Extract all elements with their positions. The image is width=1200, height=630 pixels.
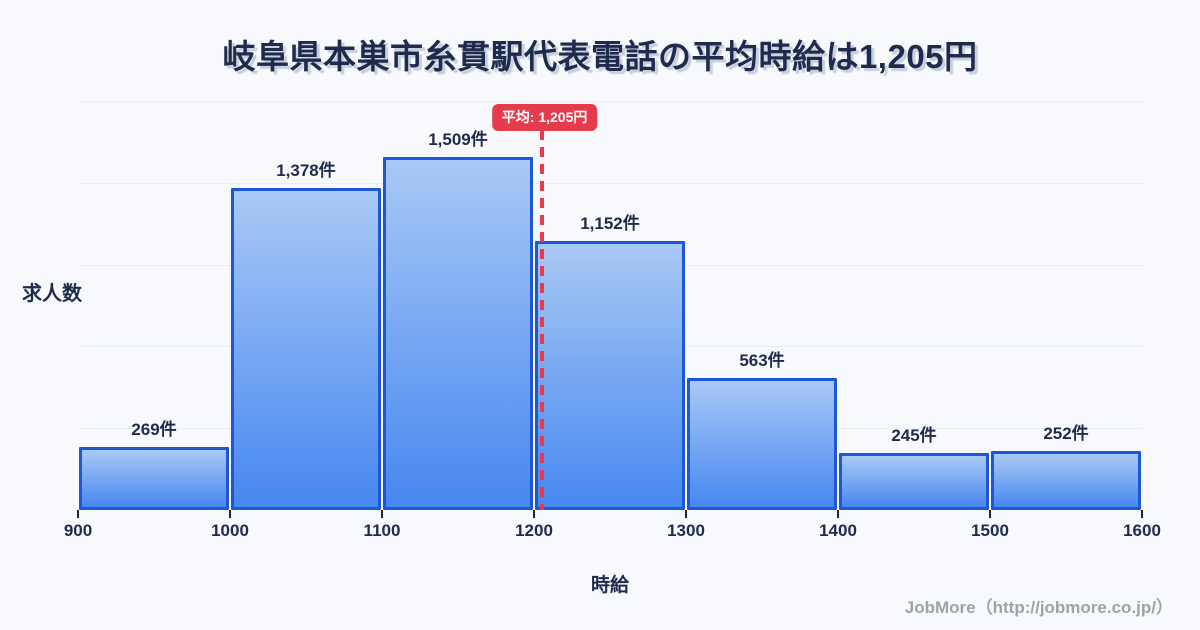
bar-1400-1500 (839, 452, 989, 510)
footer-credit: JobMore（http://jobmore.co.jp/） (904, 598, 1173, 617)
chart-title: 岐阜県本巣市糸貫駅代表電話の平均時給は1,205円 (222, 38, 978, 75)
x-tick-label: 900 (63, 521, 93, 540)
bar-1500-1600 (991, 451, 1141, 510)
average-line (539, 130, 544, 510)
bar-value-label: 1,152件 (580, 213, 640, 233)
bar-value-label: 245件 (891, 425, 937, 445)
x-tick-mark (989, 510, 991, 518)
x-tick-mark (685, 510, 687, 518)
bar-value-label: 1,378件 (276, 160, 336, 180)
average-badge: 平均: 1,205円 (491, 104, 598, 131)
gridline (78, 182, 1142, 184)
x-tick-label: 1400 (819, 521, 857, 540)
x-tick-label: 1300 (667, 521, 705, 540)
x-tick-mark (229, 510, 231, 518)
plot-area: 269件 1,378件 1,509件 1,152件 563件 245件 252件 900 100… (64, 101, 1161, 540)
x-tick-label: 1500 (971, 521, 1009, 540)
x-tick-label: 1600 (1123, 521, 1161, 540)
x-tick-mark (77, 510, 79, 518)
x-tick-label: 1100 (363, 521, 401, 540)
x-tick-label: 1000 (211, 521, 249, 540)
bar-1000-1100 (231, 187, 381, 510)
bar-1200-1300 (535, 240, 685, 510)
bar-1300-1400 (687, 378, 837, 510)
gridline (78, 101, 1142, 102)
x-tick-mark (533, 510, 535, 518)
x-tick-mark (837, 510, 839, 518)
bar-value-label: 269件 (131, 420, 177, 440)
bar-1100-1200 (383, 157, 533, 510)
x-axis-label: 時給 (590, 575, 629, 596)
x-tick-mark (381, 510, 383, 518)
x-tick-mark (1141, 510, 1143, 518)
x-tick-label: 1200 (515, 521, 553, 540)
bar-value-label: 252件 (1043, 424, 1089, 444)
bar-900-1000 (79, 447, 229, 510)
y-axis-label: 求人数 (22, 283, 82, 305)
bar-value-label: 1,509件 (428, 130, 488, 150)
bar-value-label: 563件 (739, 351, 785, 371)
